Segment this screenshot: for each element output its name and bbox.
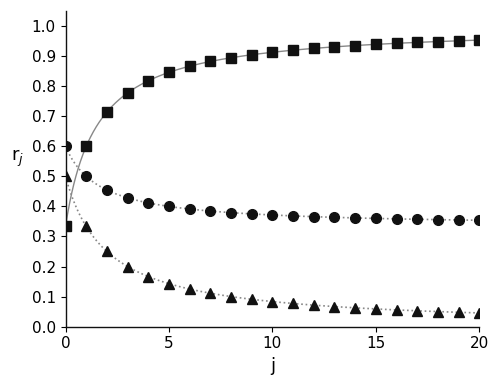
- X-axis label: j: j: [270, 357, 275, 375]
- Y-axis label: r$_j$: r$_j$: [11, 148, 24, 169]
